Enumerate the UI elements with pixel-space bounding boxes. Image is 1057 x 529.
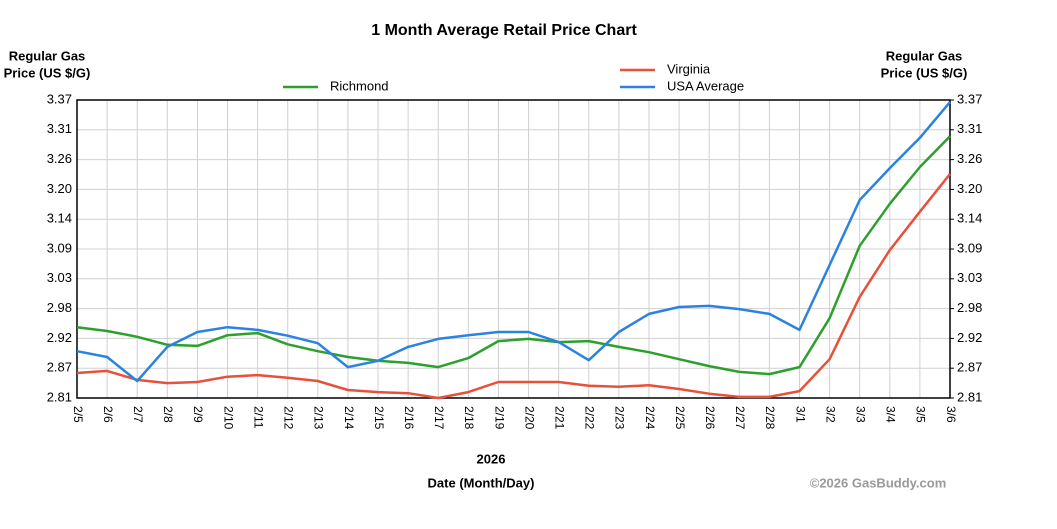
x-tick-label: 2/9: [191, 406, 205, 423]
legend-label: Richmond: [330, 78, 389, 93]
x-tick-label: 2/28: [763, 406, 777, 430]
x-axis-year: 2026: [477, 451, 506, 466]
x-tick-label: 3/4: [884, 406, 898, 423]
x-tick-label: 2/5: [71, 406, 85, 423]
x-tick-label: 3/3: [854, 406, 868, 423]
y2-tick-label: 2.98: [957, 300, 982, 315]
y2-tick-label: 3.37: [957, 91, 982, 106]
y2-tick-label: 3.14: [957, 211, 982, 226]
x-tick-label: 2/26: [703, 406, 717, 430]
y-tick-label: 2.81: [47, 389, 72, 404]
x-axis-label: Date (Month/Day): [428, 475, 535, 490]
x-tick-label: 2/6: [101, 406, 115, 423]
y-tick-label: 3.14: [47, 211, 72, 226]
x-tick-label: 2/22: [583, 406, 597, 430]
y2-tick-label: 3.03: [957, 270, 982, 285]
x-tick-label: 2/13: [312, 406, 326, 430]
x-tick-label: 2/7: [131, 406, 145, 423]
y2-tick-label: 3.20: [957, 181, 982, 196]
y2-tick-label: 2.92: [957, 330, 982, 345]
line-series: [76, 173, 951, 400]
x-tick-label: 2/10: [221, 406, 235, 430]
x-tick-label: 3/2: [823, 406, 837, 423]
legend-label: Virginia: [667, 61, 711, 76]
y-axis-label: Price (US $/G): [4, 65, 91, 80]
line-series: [76, 101, 951, 383]
y2-tick-label: 2.81: [957, 389, 982, 404]
y2-tick-label: 3.31: [957, 121, 982, 136]
y2-axis-label: Regular Gas: [886, 48, 963, 63]
x-tick-label: 2/21: [552, 406, 566, 430]
y2-axis-label: Price (US $/G): [881, 65, 968, 80]
x-tick-label: 2/27: [733, 406, 747, 430]
y2-tick-label: 3.26: [957, 151, 982, 166]
x-tick-label: 2/18: [462, 406, 476, 430]
x-tick-label: 2/16: [402, 406, 416, 430]
x-tick-label: 2/24: [643, 406, 657, 430]
x-tick-label: 2/19: [492, 406, 506, 430]
y2-tick-label: 2.87: [957, 360, 982, 375]
line-series: [76, 135, 951, 376]
plot-border: [76, 99, 951, 399]
x-tick-label: 2/23: [613, 406, 627, 430]
credit: ©2026 GasBuddy.com: [810, 475, 947, 490]
x-tick-label: 3/5: [914, 406, 928, 423]
y-tick-label: 2.87: [47, 360, 72, 375]
y-axis-label: Regular Gas: [9, 48, 86, 63]
y-tick-label: 3.03: [47, 270, 72, 285]
x-tick-label: 2/8: [161, 406, 175, 423]
y-tick-label: 3.20: [47, 181, 72, 196]
x-tick-label: 2/17: [432, 406, 446, 430]
x-tick-label: 2/11: [251, 406, 265, 429]
chart-title: 1 Month Average Retail Price Chart: [371, 22, 637, 39]
y-tick-label: 3.26: [47, 151, 72, 166]
y-tick-label: 3.09: [47, 240, 72, 255]
x-tick-label: 2/12: [282, 406, 296, 430]
y-tick-label: 3.31: [47, 121, 72, 136]
y-tick-label: 3.37: [47, 91, 72, 106]
legend-label: USA Average: [667, 78, 744, 93]
x-tick-label: 2/20: [522, 406, 536, 430]
y-tick-label: 2.92: [47, 330, 72, 345]
x-tick-label: 2/15: [372, 406, 386, 430]
x-tick-label: 3/1: [793, 406, 807, 423]
x-tick-label: 2/25: [673, 406, 687, 430]
x-tick-label: 2/14: [342, 406, 356, 430]
y-tick-label: 2.98: [47, 300, 72, 315]
y2-tick-label: 3.09: [957, 240, 982, 255]
x-tick-label: 3/6: [944, 406, 958, 423]
